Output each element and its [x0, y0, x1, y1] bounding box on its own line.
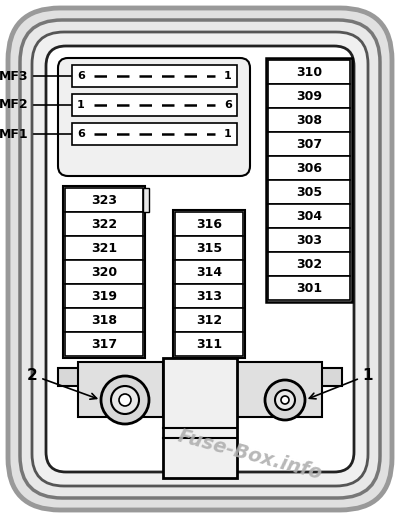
FancyBboxPatch shape [32, 32, 368, 486]
Bar [58, 368, 342, 386]
Text: 311: 311 [196, 338, 222, 351]
Text: 309: 309 [296, 90, 322, 103]
Text: 302: 302 [296, 257, 322, 270]
Bar [266, 58, 352, 302]
Bar [173, 210, 245, 358]
Bar [65, 236, 143, 260]
FancyBboxPatch shape [58, 58, 250, 176]
Circle shape [101, 376, 149, 424]
Text: Fuse-Box.info: Fuse-Box.info [176, 426, 324, 483]
Text: 305: 305 [296, 185, 322, 198]
Bar [78, 362, 163, 417]
Text: 307: 307 [296, 137, 322, 151]
Bar [237, 362, 322, 417]
Circle shape [119, 394, 131, 406]
Bar [143, 188, 149, 212]
Text: 313: 313 [196, 290, 222, 303]
Bar [72, 94, 237, 116]
Bar [175, 332, 243, 356]
Bar [72, 123, 237, 145]
Text: 1: 1 [224, 129, 232, 139]
Text: MF1: MF1 [0, 127, 71, 140]
Bar [63, 186, 145, 358]
Text: 316: 316 [196, 218, 222, 231]
Text: 2: 2 [27, 367, 97, 399]
Bar [175, 236, 243, 260]
Bar [175, 260, 243, 284]
Text: 1: 1 [309, 367, 373, 399]
Text: 314: 314 [196, 266, 222, 279]
Text: 308: 308 [296, 113, 322, 126]
Bar [65, 260, 143, 284]
Text: MF3: MF3 [0, 69, 71, 82]
Bar [65, 212, 143, 236]
Bar [268, 252, 350, 276]
Bar [72, 65, 237, 87]
Text: 321: 321 [91, 241, 117, 254]
Text: 306: 306 [296, 162, 322, 175]
Text: 312: 312 [196, 313, 222, 326]
Text: 6: 6 [77, 129, 85, 139]
Text: 304: 304 [296, 209, 322, 223]
Bar [268, 204, 350, 228]
Bar [268, 60, 350, 84]
Circle shape [265, 380, 305, 420]
Text: 317: 317 [91, 338, 117, 351]
Bar [268, 228, 350, 252]
Text: 1: 1 [77, 100, 85, 110]
Text: 310: 310 [296, 65, 322, 79]
Text: 323: 323 [91, 194, 117, 207]
Bar [268, 180, 350, 204]
Bar [175, 284, 243, 308]
Bar [268, 108, 350, 132]
Bar [163, 358, 237, 478]
Text: 318: 318 [91, 313, 117, 326]
Text: 322: 322 [91, 218, 117, 231]
Circle shape [275, 390, 295, 410]
Bar [268, 156, 350, 180]
FancyBboxPatch shape [46, 46, 354, 472]
Bar [268, 276, 350, 300]
Text: 6: 6 [77, 71, 85, 81]
Text: 315: 315 [196, 241, 222, 254]
Text: 6: 6 [224, 100, 232, 110]
Bar [175, 308, 243, 332]
Text: 1: 1 [224, 71, 232, 81]
FancyBboxPatch shape [20, 20, 380, 498]
Text: 301: 301 [296, 281, 322, 295]
Bar [268, 84, 350, 108]
Bar [65, 284, 143, 308]
Bar [175, 212, 243, 236]
Bar [65, 308, 143, 332]
FancyBboxPatch shape [8, 8, 392, 510]
Bar [65, 188, 143, 212]
Circle shape [281, 396, 289, 404]
Bar [65, 332, 143, 356]
Circle shape [111, 386, 139, 414]
Text: 303: 303 [296, 234, 322, 247]
Text: 320: 320 [91, 266, 117, 279]
Bar [268, 132, 350, 156]
Text: MF2: MF2 [0, 98, 71, 111]
Text: 319: 319 [91, 290, 117, 303]
